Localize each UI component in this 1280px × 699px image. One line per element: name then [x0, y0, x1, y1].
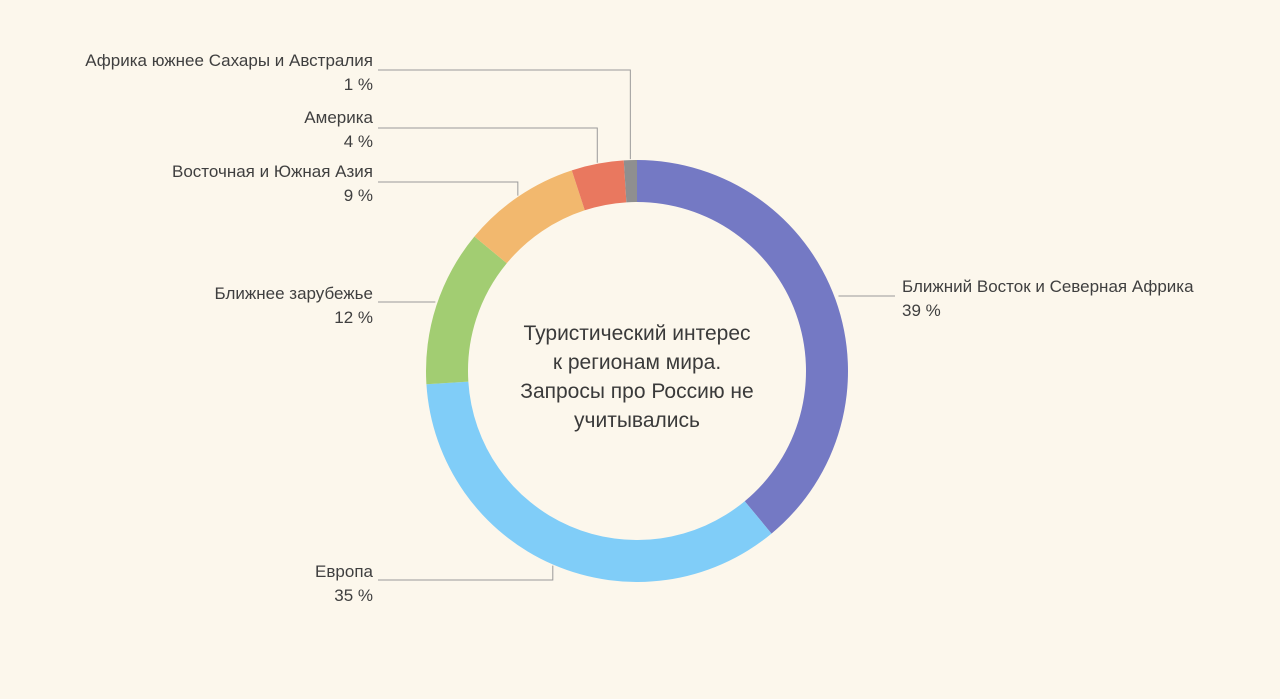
slice-value-5: 4 %: [344, 132, 373, 151]
slice-value-2: 35 %: [334, 586, 373, 605]
slice-label-3: Ближнее зарубежье: [215, 284, 373, 303]
donut-slice-1: [637, 160, 848, 534]
slice-value-3: 12 %: [334, 308, 373, 327]
leader-line-4: [378, 181, 519, 196]
leader-line-2: [378, 565, 554, 581]
slice-label-2: Европа: [315, 562, 373, 581]
donut-slices: [426, 160, 848, 582]
chart-title-line-1: Туристический интерес: [523, 322, 750, 345]
slice-label-4: Восточная и Южная Азия: [172, 162, 373, 181]
slice-value-6: 1 %: [344, 75, 373, 94]
slice-label-1: Ближний Восток и Северная Африка: [902, 277, 1194, 296]
slice-value-1: 39 %: [902, 301, 941, 320]
slice-label-6: Африка южнее Сахары и Австралия: [85, 51, 373, 70]
slice-label-5: Америка: [304, 108, 373, 127]
slice-labels: Ближний Восток и Северная Африка 39 % Евро…: [85, 51, 1194, 605]
chart-title: Туристический интерес к регионам мира. Зап…: [520, 322, 753, 432]
donut-slice-2: [426, 381, 772, 582]
chart-title-line-2: к регионам мира.: [553, 351, 721, 374]
donut-slice-4: [474, 170, 585, 264]
donut-slice-6: [623, 160, 637, 203]
chart-title-line-3: Запросы про Россию не: [520, 380, 753, 403]
leader-line-6: [378, 69, 631, 160]
leader-lines: [378, 69, 895, 581]
donut-slice-3: [426, 236, 507, 385]
leader-line-5: [378, 127, 598, 163]
chart-title-line-4: учитывались: [574, 409, 700, 432]
slice-value-4: 9 %: [344, 186, 373, 205]
donut-slice-5: [571, 160, 627, 211]
